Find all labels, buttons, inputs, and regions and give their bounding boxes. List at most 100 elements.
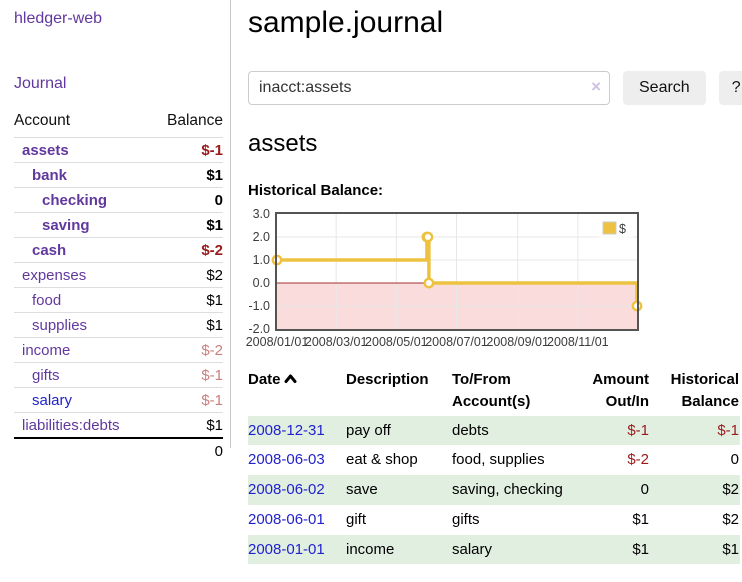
register-description: save xyxy=(346,481,378,498)
register-amount: $-1 xyxy=(627,421,649,439)
account-link[interactable]: expenses xyxy=(22,266,87,284)
y-axis-tick-label: 1.0 xyxy=(253,253,270,267)
register-balance: 0 xyxy=(730,451,739,469)
account-table-header: Account Balance xyxy=(14,108,223,138)
account-link[interactable]: food xyxy=(32,291,62,309)
account-balance: $1 xyxy=(150,212,223,238)
register-amount: $-2 xyxy=(627,451,649,469)
register-description: gift xyxy=(346,510,367,528)
main-content: sample.journal × Search ? assets Histori… xyxy=(231,0,742,582)
register-accounts: food, supplies xyxy=(452,451,545,469)
register-row: 2008-06-01 gift gifts $1 $2 xyxy=(248,505,740,535)
account-rows: assets $-1 bank $1 checking 0 saving $1 cash $-2 e… xyxy=(14,137,223,438)
account-heading: assets xyxy=(248,130,318,157)
account-balance: $-1 xyxy=(150,137,223,163)
data-point-marker xyxy=(422,231,434,243)
register-accounts: gifts xyxy=(452,510,480,528)
x-axis-tick-label: 2008/05/01 xyxy=(365,335,428,349)
register-date: 2008-06-01 xyxy=(248,505,346,535)
register-header-date[interactable]: Date xyxy=(248,366,346,416)
account-balance: $-2 xyxy=(150,337,223,363)
account-balance: $-1 xyxy=(150,387,223,413)
account-row: checking 0 xyxy=(14,187,223,213)
y-axis-tick-label: 0.0 xyxy=(253,276,270,290)
register-date: 2008-06-03 xyxy=(248,445,346,475)
account-balance: $1 xyxy=(150,412,223,438)
account-row: liabilities:debts $1 xyxy=(14,412,223,438)
register-header-description: Description xyxy=(346,371,429,388)
account-row: saving $1 xyxy=(14,212,223,238)
account-row: salary $-1 xyxy=(14,387,223,413)
search-input[interactable] xyxy=(248,71,610,105)
register-description: pay off xyxy=(346,421,391,439)
account-link[interactable]: checking xyxy=(42,191,108,209)
register-accounts: salary xyxy=(452,540,493,558)
account-link[interactable]: saving xyxy=(42,216,90,234)
register-header-accounts: To/From Account(s) xyxy=(452,371,531,410)
account-total-balance: 0 xyxy=(150,437,223,464)
x-axis-tick-label: 2008/01/01 xyxy=(246,335,309,349)
y-axis-tick-label: 2.0 xyxy=(253,230,270,244)
date-link[interactable]: 2008-06-03 xyxy=(248,451,325,469)
account-row: income $-2 xyxy=(14,337,223,363)
page-title: sample.journal xyxy=(248,6,444,39)
chart-title: Historical Balance: xyxy=(248,182,384,199)
account-link[interactable]: bank xyxy=(32,166,68,184)
register-row: 2008-01-01 income salary $1 $1 xyxy=(248,534,740,565)
register-amount: 0 xyxy=(640,481,649,498)
account-balance: $1 xyxy=(150,287,223,313)
y-axis-tick-label: -1.0 xyxy=(248,299,270,313)
account-balance: $-1 xyxy=(150,362,223,388)
register-balance: $2 xyxy=(722,510,739,528)
app-title-link[interactable]: hledger-web xyxy=(14,10,103,27)
account-balance: $1 xyxy=(150,162,223,188)
account-row: assets $-1 xyxy=(14,137,223,163)
legend-label: $ xyxy=(619,222,626,236)
register-accounts: debts xyxy=(452,421,489,439)
account-link[interactable]: liabilities:debts xyxy=(22,416,120,434)
register-header-amount: Amount Out/In xyxy=(592,371,649,410)
help-button[interactable]: ? xyxy=(718,71,742,105)
account-balance: 0 xyxy=(150,187,223,213)
account-link[interactable]: gifts xyxy=(32,366,60,384)
register-rows: 2008-12-31 pay off debts $-1 $-1 2008-06-03 ea… xyxy=(248,415,740,565)
account-balance-table: Account Balance assets $-1 bank $1 checking 0… xyxy=(14,108,223,464)
legend-swatch xyxy=(602,221,617,235)
account-link[interactable]: salary xyxy=(32,391,73,409)
x-axis-tick-label: 2008/07/01 xyxy=(425,335,488,349)
register-header-balance: Historical Balance xyxy=(670,371,739,410)
x-axis-tick-label: 2008/11/01 xyxy=(547,335,609,349)
date-link[interactable]: 2008-12-31 xyxy=(248,421,325,439)
date-link[interactable]: 2008-01-01 xyxy=(248,540,325,558)
account-balance: $2 xyxy=(150,262,223,288)
account-link[interactable]: supplies xyxy=(32,316,88,334)
account-link[interactable]: cash xyxy=(32,241,67,259)
account-balance: $-2 xyxy=(150,237,223,263)
account-total-row: 0 xyxy=(14,437,223,464)
sort-ascending-icon xyxy=(284,369,297,391)
register-table: Date Description To/From Account(s) Amou… xyxy=(248,366,740,565)
register-description: eat & shop xyxy=(346,451,418,469)
date-link[interactable]: 2008-06-01 xyxy=(248,510,325,528)
register-balance: $2 xyxy=(722,481,739,498)
account-row: cash $-2 xyxy=(14,237,223,263)
search-button[interactable]: Search xyxy=(623,71,706,105)
search-input-wrap: × xyxy=(248,71,610,105)
register-amount: $1 xyxy=(632,540,649,558)
account-link[interactable]: income xyxy=(22,341,71,359)
register-row: 2008-12-31 pay off debts $-1 $-1 xyxy=(248,415,740,446)
clear-search-icon[interactable]: × xyxy=(591,77,601,96)
account-balance: $1 xyxy=(150,312,223,338)
register-balance: $-1 xyxy=(717,421,739,439)
balance-chart: 3.0 2.0 1.0 0.0 -1.0 -2.02008/01/012008/03/01… xyxy=(246,208,643,349)
account-row: supplies $1 xyxy=(14,312,223,338)
account-row: bank $1 xyxy=(14,162,223,188)
account-row: expenses $2 xyxy=(14,262,223,288)
register-description: income xyxy=(346,540,395,558)
date-link[interactable]: 2008-06-02 xyxy=(248,481,325,498)
x-axis-tick-label: 2008/09/01 xyxy=(486,335,549,349)
sidebar-item-journal[interactable]: Journal xyxy=(14,75,67,92)
register-accounts: saving, checking xyxy=(452,481,563,498)
account-link[interactable]: assets xyxy=(22,141,69,159)
account-row: gifts $-1 xyxy=(14,362,223,388)
